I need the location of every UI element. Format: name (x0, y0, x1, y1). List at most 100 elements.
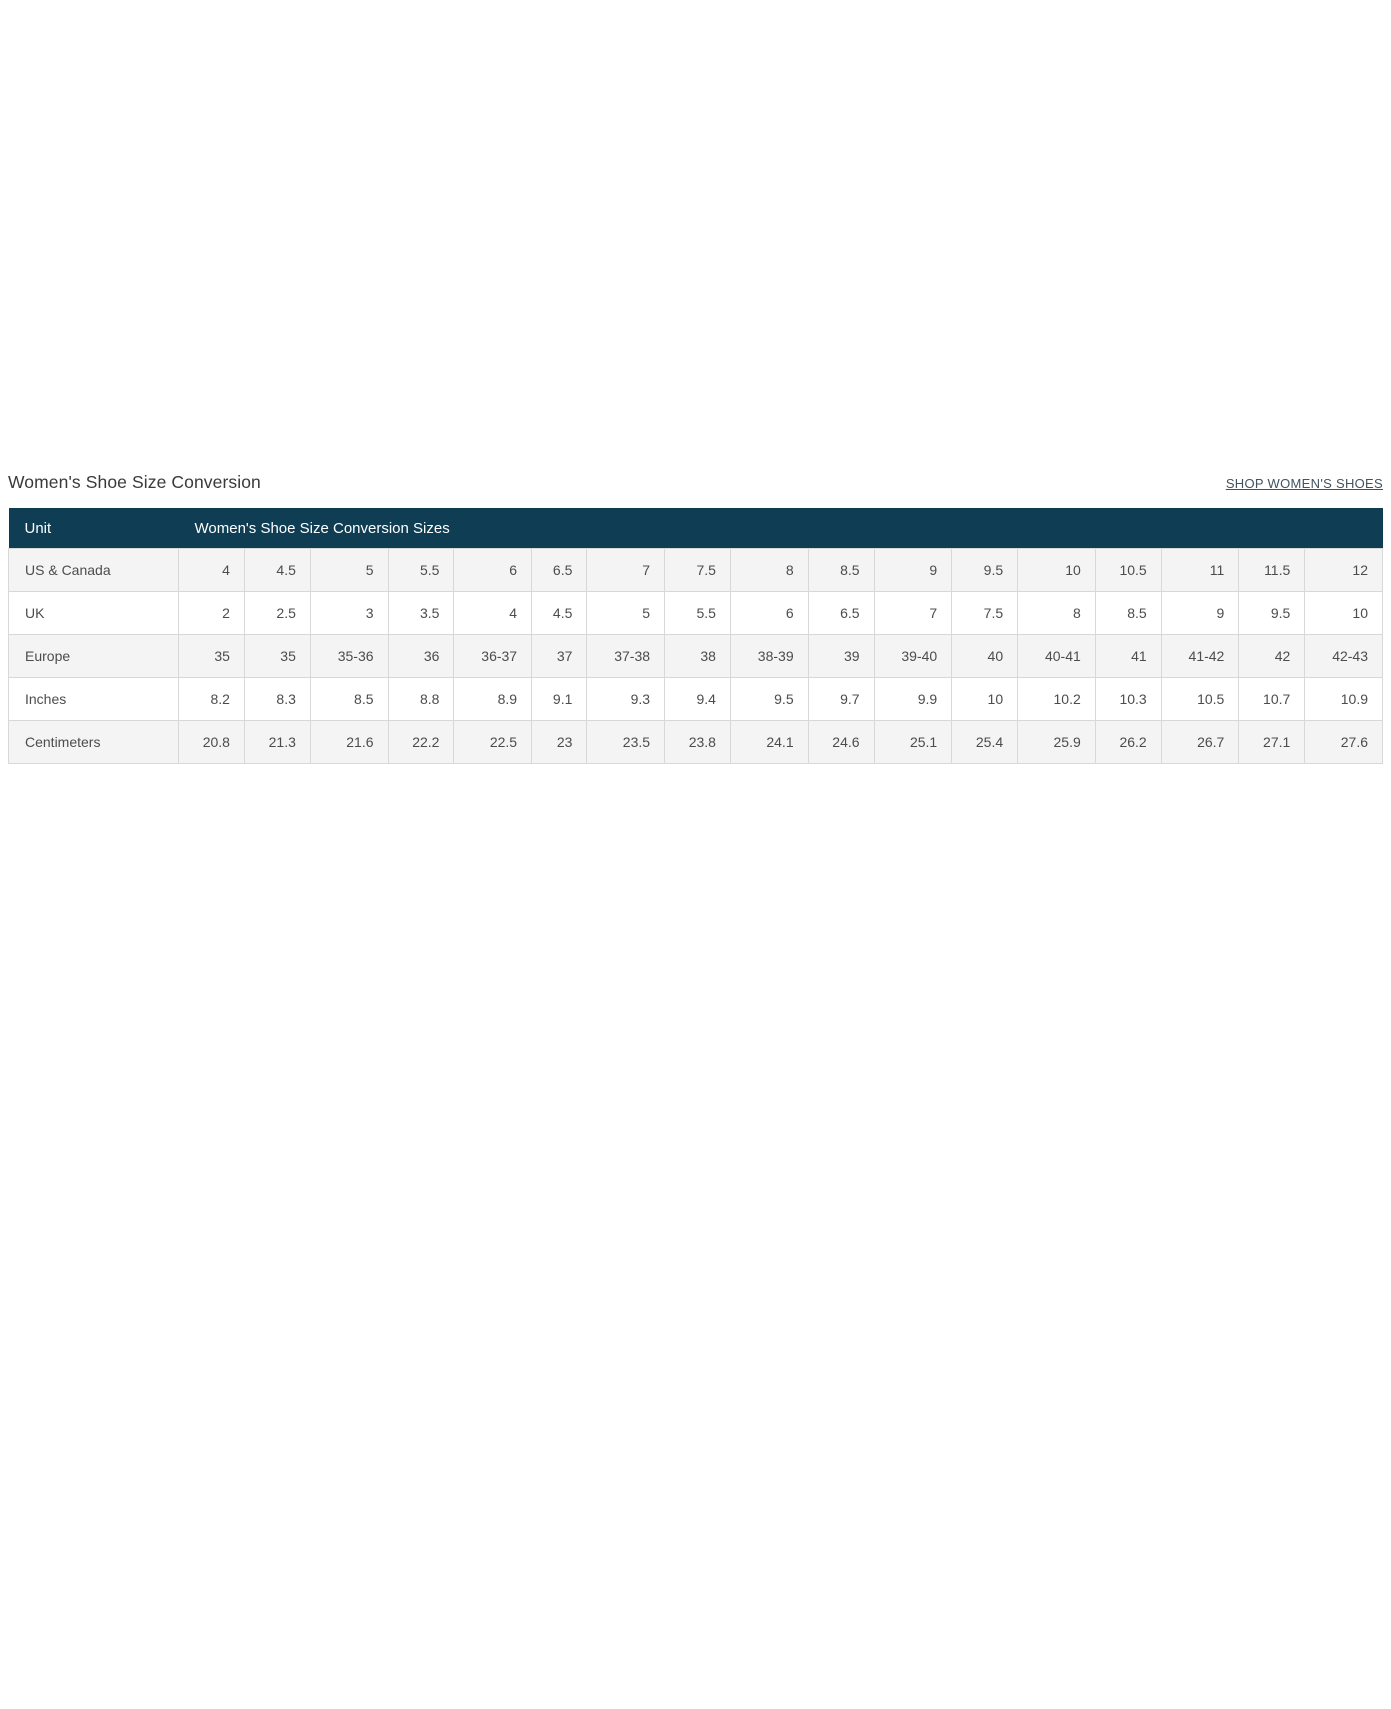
size-cell: 7.5 (951, 591, 1019, 635)
size-cell: 5 (309, 548, 389, 592)
table-row: Centimeters 20.8 21.3 21.6 22.2 22.5 23 23.5 23.… (8, 720, 1383, 764)
size-cell: 2 (178, 591, 245, 635)
size-cell: 3 (309, 591, 389, 635)
size-cell: 5 (586, 591, 666, 635)
unit-column-header: Unit (8, 508, 179, 549)
shop-womens-shoes-link[interactable]: SHOP WOMEN'S SHOES (1225, 476, 1383, 491)
size-cell: 8 (729, 548, 809, 592)
row-label: Inches (8, 677, 179, 721)
size-cell: 11 (1160, 548, 1240, 592)
size-cell: 9 (1160, 591, 1240, 635)
size-cell: 26.7 (1160, 720, 1240, 764)
shoe-size-conversion-section: Women's Shoe Size Conversion SHOP WOMEN'… (0, 472, 1391, 764)
section-header: Women's Shoe Size Conversion SHOP WOMEN'… (8, 472, 1383, 493)
size-cell: 3.5 (387, 591, 455, 635)
size-cell: 9.4 (664, 677, 731, 721)
size-cell: 5.5 (387, 548, 455, 592)
size-cell: 38 (664, 634, 731, 678)
size-cell: 6 (729, 591, 809, 635)
size-cell: 4 (178, 548, 245, 592)
size-cell: 42 (1238, 634, 1306, 678)
size-cell: 8.8 (387, 677, 455, 721)
page-title: Women's Shoe Size Conversion (8, 472, 261, 492)
size-cell: 8.3 (243, 677, 311, 721)
size-cell: 4.5 (243, 548, 311, 592)
table-header: Unit Women's Shoe Size Conversion Sizes (8, 508, 1383, 549)
size-cell: 22.5 (453, 720, 533, 764)
size-cell: 10 (1304, 591, 1383, 635)
size-cell: 35-36 (309, 634, 389, 678)
size-cell: 8.5 (1094, 591, 1162, 635)
size-cell: 24.6 (807, 720, 875, 764)
size-cell: 9.7 (807, 677, 875, 721)
size-cell: 9.9 (873, 677, 953, 721)
size-cell: 8.5 (309, 677, 389, 721)
size-cell: 11.5 (1238, 548, 1306, 592)
size-cell: 9.1 (531, 677, 588, 721)
size-cell: 4.5 (531, 591, 588, 635)
size-cell: 22.2 (387, 720, 455, 764)
table-header-row: Unit Women's Shoe Size Conversion Sizes (8, 508, 1383, 549)
size-cell: 25.1 (873, 720, 953, 764)
size-cell: 42-43 (1304, 634, 1383, 678)
size-cell: 10.7 (1238, 677, 1306, 721)
size-cell: 7 (873, 591, 953, 635)
size-cell: 37-38 (586, 634, 666, 678)
size-cell: 21.6 (309, 720, 389, 764)
size-cell: 40-41 (1017, 634, 1096, 678)
size-cell: 7.5 (664, 548, 731, 592)
size-cell: 41 (1094, 634, 1162, 678)
row-label: US & Canada (8, 548, 179, 592)
size-cell: 10.2 (1017, 677, 1096, 721)
size-cell: 27.6 (1304, 720, 1383, 764)
size-cell: 10.9 (1304, 677, 1383, 721)
size-cell: 6.5 (531, 548, 588, 592)
size-cell: 10 (1017, 548, 1096, 592)
size-cell: 38-39 (729, 634, 809, 678)
size-cell: 25.4 (951, 720, 1019, 764)
size-cell: 20.8 (178, 720, 245, 764)
row-label: UK (8, 591, 179, 635)
size-cell: 25.9 (1017, 720, 1096, 764)
size-cell: 8.5 (807, 548, 875, 592)
size-cell: 2.5 (243, 591, 311, 635)
size-cell: 8 (1017, 591, 1096, 635)
size-cell: 24.1 (729, 720, 809, 764)
size-cell: 4 (453, 591, 533, 635)
size-cell: 35 (243, 634, 311, 678)
size-cell: 6.5 (807, 591, 875, 635)
size-cell: 10 (951, 677, 1019, 721)
size-cell: 27.1 (1238, 720, 1306, 764)
table-row: Europe 35 35 35-36 36 36-37 37 37-38 38 38-39 39 39… (8, 634, 1383, 678)
size-cell: 36 (387, 634, 455, 678)
table-row: UK 2 2.5 3 3.5 4 4.5 5 5.5 6 6.5 7 7.5 8 8.5 9 9.5 10 (8, 591, 1383, 635)
size-cell: 12 (1304, 548, 1383, 592)
size-cell: 10.5 (1094, 548, 1162, 592)
size-cell: 39-40 (873, 634, 953, 678)
size-cell: 36-37 (453, 634, 533, 678)
size-cell: 9.5 (951, 548, 1019, 592)
conversion-table: Unit Women's Shoe Size Conversion Sizes … (8, 508, 1383, 764)
size-cell: 9.5 (1238, 591, 1306, 635)
row-label: Europe (8, 634, 179, 678)
size-cell: 8.9 (453, 677, 533, 721)
size-cell: 7 (586, 548, 666, 592)
table-row: US & Canada 4 4.5 5 5.5 6 6.5 7 7.5 8 8.5 9 9.5 10 10.… (8, 548, 1383, 592)
table-row: Inches 8.2 8.3 8.5 8.8 8.9 9.1 9.3 9.4 9.5 9.7 9.9 1… (8, 677, 1383, 721)
size-cell: 26.2 (1094, 720, 1162, 764)
size-cell: 23 (531, 720, 588, 764)
size-cell: 39 (807, 634, 875, 678)
table-body: US & Canada 4 4.5 5 5.5 6 6.5 7 7.5 8 8.5 9 9.5 10 10.… (8, 548, 1383, 764)
size-cell: 23.8 (664, 720, 731, 764)
row-label: Centimeters (8, 720, 179, 764)
size-cell: 10.3 (1094, 677, 1162, 721)
size-cell: 41-42 (1160, 634, 1240, 678)
size-cell: 10.5 (1160, 677, 1240, 721)
size-cell: 37 (531, 634, 588, 678)
size-cell: 5.5 (664, 591, 731, 635)
size-cell: 9 (873, 548, 953, 592)
size-cell: 6 (453, 548, 533, 592)
size-cell: 40 (951, 634, 1019, 678)
size-cell: 8.2 (178, 677, 245, 721)
size-cell: 9.3 (586, 677, 666, 721)
